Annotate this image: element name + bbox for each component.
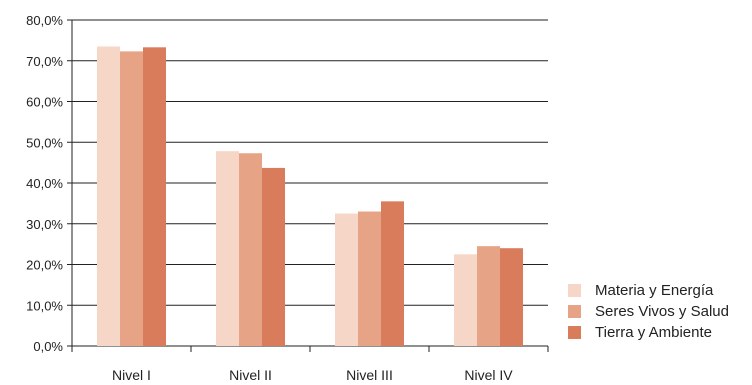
legend-item-seres-vivos: Seres Vivos y Salud [568, 301, 729, 322]
y-tick-label: 10,0% [26, 298, 63, 313]
bar [262, 167, 285, 346]
legend-label-materia: Materia y Energía [595, 282, 714, 299]
legend: Materia y Energía Seres Vivos y Salud Ti… [568, 280, 729, 343]
bar [454, 254, 477, 346]
legend-label-tierra: Tierra y Ambiente [595, 324, 712, 341]
legend-swatch-tierra [568, 326, 581, 339]
x-tick-label: Nivel III [346, 367, 393, 383]
x-tick-label: Nivel IV [464, 367, 513, 383]
bar [335, 213, 358, 346]
bar [120, 51, 143, 346]
bar [500, 248, 523, 346]
bar [216, 151, 239, 346]
legend-swatch-seres-vivos [568, 305, 581, 318]
y-tick-label: 40,0% [26, 176, 63, 191]
legend-swatch-materia [568, 284, 581, 297]
legend-item-materia: Materia y Energía [568, 280, 729, 301]
bar [358, 211, 381, 346]
y-tick-label: 70,0% [26, 54, 63, 69]
bar [97, 46, 120, 347]
legend-label-seres-vivos: Seres Vivos y Salud [595, 303, 729, 320]
bar [239, 153, 262, 346]
y-tick-label: 30,0% [26, 217, 63, 232]
y-tick-label: 0,0% [33, 339, 63, 354]
y-tick-label: 80,0% [26, 13, 63, 28]
y-tick-label: 50,0% [26, 135, 63, 150]
bar [477, 246, 500, 346]
y-tick-label: 20,0% [26, 258, 63, 273]
x-tick-label: Nivel I [112, 367, 151, 383]
bar [381, 201, 404, 346]
x-tick-label: Nivel II [229, 367, 272, 383]
bar [143, 47, 166, 347]
y-tick-label: 60,0% [26, 95, 63, 110]
legend-item-tierra: Tierra y Ambiente [568, 322, 729, 343]
